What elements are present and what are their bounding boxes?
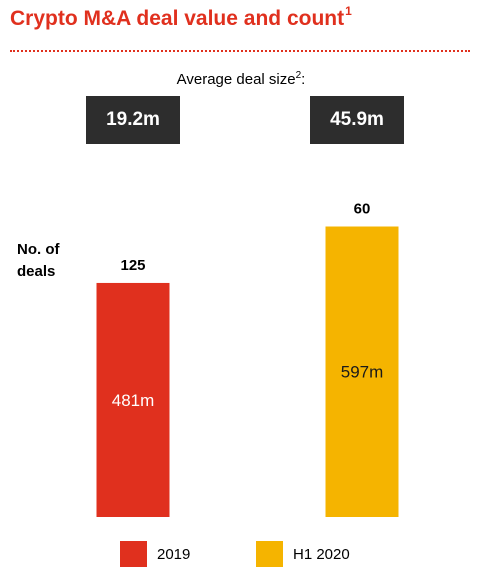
deal-count-label: No. of deals (17, 241, 60, 280)
bar-h1-2020 (325, 226, 399, 517)
chart-title: Crypto M&A deal value and count1 (10, 4, 352, 30)
deal-count-label-h1-2020: 60 (354, 200, 371, 217)
bar-value-label-2019: 481m (112, 391, 155, 410)
bar-2019 (96, 282, 170, 517)
legend-item-h1-2020: H1 2020 (256, 541, 350, 567)
legend-swatch-2019 (120, 541, 147, 567)
legend-label-2019: 2019 (157, 545, 191, 563)
bar-value-label-h1-2020: 597m (341, 363, 384, 382)
deal-count-label-2019: 125 (120, 257, 145, 274)
title-footnote: 1 (345, 4, 352, 18)
avg-deal-size-label: Average deal size2: (176, 70, 306, 88)
legend-swatch-h1-2020 (256, 541, 283, 567)
avg-deal-size-2019: 19.2m (86, 96, 180, 144)
legend-item-2019: 2019 (120, 541, 190, 567)
legend-label-h1-2020: H1 2020 (293, 545, 350, 563)
avg-deal-size-h1-2020: 45.9m (310, 96, 404, 144)
title-divider (10, 50, 470, 52)
avg-deal-size-footnote: 2 (295, 70, 302, 81)
